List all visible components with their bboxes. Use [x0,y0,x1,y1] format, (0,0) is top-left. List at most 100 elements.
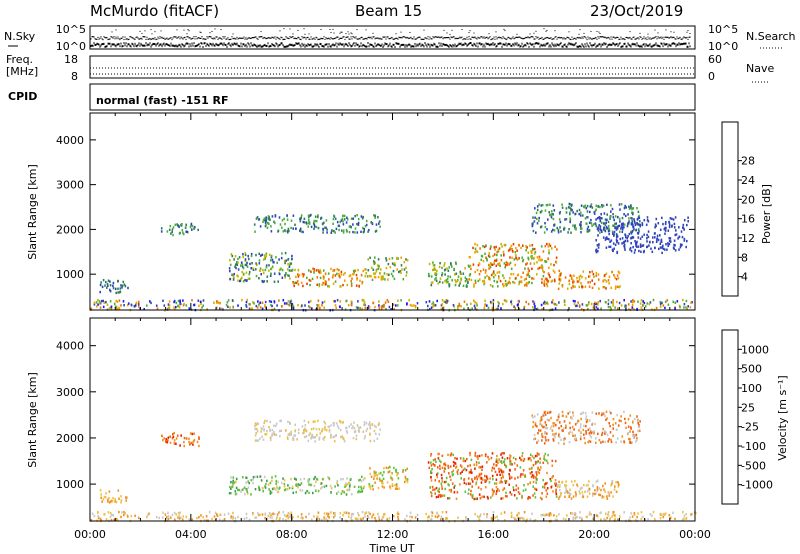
heatmap-cell [553,278,556,281]
heatmap-cell [582,270,585,273]
heatmap-cell [497,300,499,304]
heatmap-cell [351,493,353,496]
heatmap-cell [334,485,336,488]
heatmap-cell [682,226,684,229]
noise-point [308,44,310,47]
heatmap-cell [624,417,626,421]
heatmap-cell [552,424,555,428]
heatmap-cell [499,264,501,268]
heatmap-cell [545,423,547,427]
noise-point [276,36,278,38]
heatmap-cell [491,488,494,491]
noise-point [432,36,434,38]
noise-point [350,36,352,38]
heatmap-cell [520,458,522,461]
heatmap-cell [259,301,262,304]
heatmap-cell [441,266,443,270]
heatmap-cell [178,514,181,517]
heatmap-cell [473,497,476,501]
noise-point [557,43,559,46]
noise-point [326,38,328,40]
heatmap-cell [536,478,538,481]
noise-point [368,36,370,38]
heatmap-cell [551,459,554,463]
heatmap-cell [342,283,344,287]
heatmap-cell [494,470,497,473]
heatmap-cell [321,301,324,304]
heatmap-cell [177,299,180,303]
heatmap-cell [394,262,396,265]
noise-point [203,42,205,45]
noise-point [673,36,675,39]
noise-point [290,44,292,47]
heatmap-cell [294,429,297,432]
heatmap-cell [332,282,335,285]
heatmap-cell [260,427,263,430]
heatmap-cell [525,283,527,286]
station-title: McMurdo (fitACF) [90,2,219,20]
heatmap-cell [614,226,616,230]
heatmap-cell [590,222,593,225]
noise-point [288,37,290,40]
heatmap-cell [555,490,557,494]
heatmap-cell [449,465,452,468]
heatmap-cell [617,424,620,427]
noise-point [250,42,252,45]
heatmap-cell [493,253,496,256]
heatmap-cell [275,256,277,259]
noise-point [352,43,354,46]
heatmap-cell [463,307,465,310]
heatmap-cell [574,491,577,494]
noise-point [450,44,452,47]
noise-point [209,36,211,38]
heatmap-cell [530,459,532,462]
heatmap-cell [99,302,101,305]
heatmap-cell [114,305,117,308]
noise-point [339,32,341,34]
heatmap-cell [248,277,251,280]
heatmap-cell [367,306,370,310]
heatmap-cell [358,306,361,310]
noise-point [599,43,601,46]
heatmap-cell [356,222,358,226]
heatmap-cell [374,272,377,275]
heatmap-cell [127,302,130,305]
heatmap-cell [143,308,145,311]
noise-point [197,43,199,46]
heatmap-cell [109,290,112,293]
heatmap-cell [231,485,234,488]
heatmap-cell [351,277,353,280]
heatmap-cell [440,307,443,311]
noise-point [147,43,149,46]
noise-point [432,44,434,47]
noise-point [270,45,272,48]
noise-point [680,38,682,40]
power-x-minor-ticks [89,113,696,310]
heatmap-cell [307,225,309,228]
noise-point [117,36,119,38]
heatmap-cell [579,511,581,514]
heatmap-cell [235,480,237,483]
noise-point [501,45,503,48]
heatmap-cell [460,305,462,308]
noise-point [221,42,223,45]
heatmap-cell [267,217,270,220]
heatmap-cell [628,205,630,208]
heatmap-cell [470,278,473,282]
heatmap-cell [611,482,613,485]
noise-point [327,45,329,48]
heatmap-cell [550,425,553,428]
heatmap-cell [548,211,550,214]
noise-point [177,36,179,39]
noise-point [571,43,573,46]
heatmap-cell [578,208,581,212]
noise-point [584,36,586,38]
heatmap-cell [120,304,122,307]
heatmap-cell [105,300,107,304]
heatmap-cell [587,281,589,284]
heatmap-cell [430,464,433,467]
heatmap-cell [493,246,496,249]
noise-point [678,42,680,45]
heatmap-cell [591,270,594,273]
heatmap-cell [546,513,549,516]
